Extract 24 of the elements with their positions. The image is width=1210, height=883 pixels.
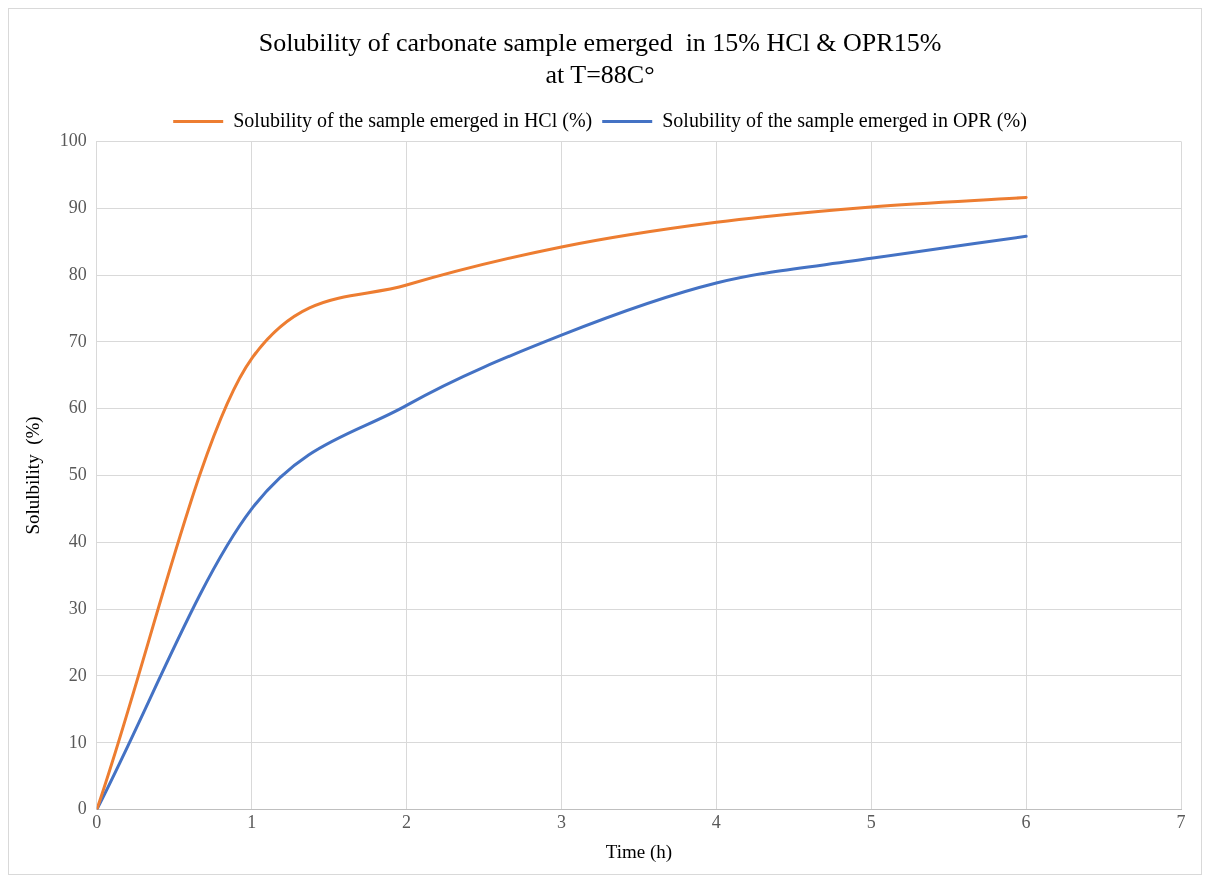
y-tick-label: 50 [68,464,87,485]
y-tick-label: 70 [68,330,87,351]
y-tick-label: 40 [68,531,87,552]
y-tick-label: 10 [68,731,87,752]
x-tick-label: 6 [1021,812,1031,833]
x-tick-label: 3 [556,812,566,833]
y-tick-label: 30 [68,597,87,618]
legend-label: Solubility of the sample emerged in OPR (%) [662,108,1027,132]
legend-label: Solubility of the sample emerged in HCl (%) [233,108,593,132]
x-tick-label: 4 [711,812,721,833]
y-tick-label: 0 [77,798,87,819]
x-tick-label: 0 [92,812,102,833]
x-tick-label: 2 [402,812,412,833]
y-tick-label: 90 [68,196,87,217]
x-tick-label: 1 [247,812,257,833]
y-axis-title: Solulbility (%) [22,416,45,535]
x-tick-label: 7 [1176,812,1186,833]
y-tick-label: 80 [68,263,87,284]
y-tick-label: 20 [68,664,87,685]
y-tick-label: 100 [59,130,87,151]
x-tick-label: 5 [866,812,876,833]
y-tick-label: 60 [68,397,87,418]
x-axis-title: Time (h) [605,840,673,863]
chart-title: Solubility of carbonate sample emerged in 15% HCl & OPR15% at T=88C° [258,28,942,89]
